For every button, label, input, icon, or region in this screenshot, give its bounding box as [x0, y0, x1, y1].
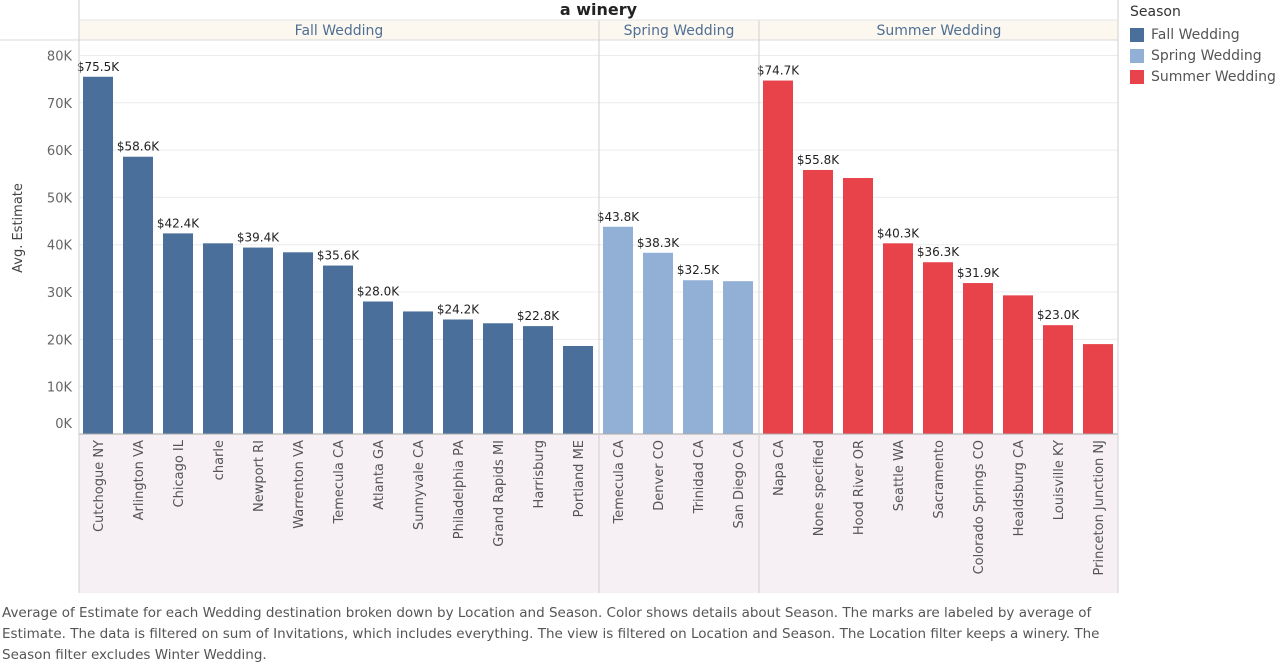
category-label: Sunnyvale CA — [412, 440, 427, 530]
category-label: Healdsburg CA — [1012, 440, 1027, 536]
bar[interactable] — [203, 243, 233, 434]
bar[interactable] — [523, 326, 553, 434]
data-label: $24.2K — [437, 302, 480, 316]
y-tick-label: 40K — [47, 239, 73, 254]
bar[interactable] — [563, 345, 593, 434]
data-label: $22.8K — [517, 309, 560, 323]
data-label: $23.0K — [1037, 308, 1080, 322]
bar[interactable] — [123, 156, 153, 434]
y-tick-label: 20K — [47, 333, 73, 348]
y-tick-label: 70K — [47, 97, 73, 112]
bar[interactable] — [1043, 325, 1073, 434]
chart-title: a winery — [560, 0, 638, 19]
bar[interactable] — [923, 262, 953, 434]
category-label: Louisville KY — [1052, 440, 1067, 520]
chart-caption: Average of Estimate for each Wedding des… — [2, 605, 1100, 663]
bar[interactable] — [603, 226, 633, 434]
bar[interactable] — [483, 323, 513, 434]
bar[interactable] — [323, 265, 353, 434]
y-tick-label: 50K — [47, 191, 73, 206]
bar[interactable] — [443, 319, 473, 434]
category-label: Trinidad CA — [692, 440, 707, 515]
data-label: $42.4K — [157, 216, 200, 230]
category-label: Philadelphia PA — [452, 440, 467, 539]
category-label: Sacramento — [932, 440, 947, 519]
data-label: $31.9K — [957, 266, 1000, 280]
legend-item-spring[interactable]: Spring Wedding — [1130, 45, 1276, 66]
legend-label-spring: Spring Wedding — [1151, 47, 1262, 64]
category-label: Chicago IL — [172, 439, 187, 507]
category-label: Napa CA — [772, 440, 787, 496]
y-tick-label: 0K — [55, 417, 72, 432]
bar[interactable] — [1003, 295, 1033, 434]
category-label: Colorado Springs CO — [972, 440, 987, 574]
legend-title: Season — [1130, 4, 1181, 20]
bar[interactable] — [1083, 344, 1113, 434]
y-axis-label: Avg. Estimate — [11, 183, 26, 273]
bar[interactable] — [243, 247, 273, 434]
legend-swatch-spring — [1130, 48, 1144, 63]
legend: Season Fall Wedding Spring Wedding Summe… — [1130, 4, 1276, 87]
category-label: Denver CO — [652, 440, 667, 511]
data-label: $36.3K — [917, 245, 960, 259]
data-label: $28.0K — [357, 285, 400, 299]
data-label: $35.6K — [317, 249, 360, 263]
legend-label-fall: Fall Wedding — [1151, 26, 1240, 43]
category-label: None specified — [812, 440, 827, 536]
bar[interactable] — [843, 178, 873, 434]
bar[interactable] — [803, 169, 833, 434]
data-label: $43.8K — [597, 210, 640, 224]
data-label: $32.5K — [677, 263, 720, 277]
bar[interactable] — [363, 301, 393, 434]
category-label: Temecula CA — [612, 440, 627, 525]
category-label: Arlington VA — [132, 440, 147, 520]
category-label: charle — [212, 440, 227, 480]
data-label: $74.7K — [757, 64, 800, 78]
bar[interactable] — [723, 281, 753, 434]
legend-item-summer[interactable]: Summer Wedding — [1130, 66, 1276, 87]
bar[interactable] — [403, 311, 433, 434]
bar-chart: a winery 0K 10K 20K 30K 40K 50K 60K 70K 80K Avg. E… — [0, 0, 1119, 593]
category-label: Hood River OR — [852, 440, 867, 535]
category-label: San Diego CA — [732, 440, 747, 529]
bar[interactable] — [883, 243, 913, 434]
panel-header-2: Summer Wedding — [877, 23, 1002, 39]
data-label: $58.6K — [117, 140, 160, 154]
y-tick-label: 30K — [47, 286, 73, 301]
bar[interactable] — [963, 283, 993, 434]
data-label: $39.4K — [237, 231, 280, 245]
bar[interactable] — [283, 252, 313, 434]
data-label: $38.3K — [637, 236, 680, 250]
category-label: Seattle WA — [892, 440, 907, 511]
legend-swatch-fall — [1130, 27, 1144, 42]
bar[interactable] — [763, 80, 793, 434]
category-label: Newport RI — [252, 440, 267, 512]
category-label: Temecula CA — [332, 440, 347, 525]
legend-swatch-summer — [1130, 69, 1144, 84]
panel-header-0: Fall Wedding — [295, 23, 384, 39]
category-label: Portland ME — [572, 440, 587, 517]
bar[interactable] — [643, 252, 673, 434]
bar[interactable] — [683, 280, 713, 434]
legend-item-fall[interactable]: Fall Wedding — [1130, 24, 1276, 45]
legend-label-summer: Summer Wedding — [1151, 68, 1276, 85]
category-label: Warrenton VA — [292, 440, 307, 529]
bar[interactable] — [163, 233, 193, 434]
data-label: $55.8K — [797, 153, 840, 167]
data-label: $75.5K — [77, 60, 120, 74]
category-label: Atlanta GA — [372, 440, 387, 510]
category-label: Grand Rapids MI — [492, 440, 507, 547]
data-label: $40.3K — [877, 226, 920, 240]
panel-header-1: Spring Wedding — [624, 23, 735, 39]
bar[interactable] — [83, 76, 113, 434]
y-tick-label: 80K — [47, 49, 73, 64]
category-label: Princeton Junction NJ — [1092, 440, 1107, 575]
y-tick-label: 60K — [47, 144, 73, 159]
category-label: Harrisburg — [532, 440, 547, 508]
category-label: Cutchogue NY — [92, 440, 107, 532]
y-tick-label: 10K — [47, 381, 73, 396]
